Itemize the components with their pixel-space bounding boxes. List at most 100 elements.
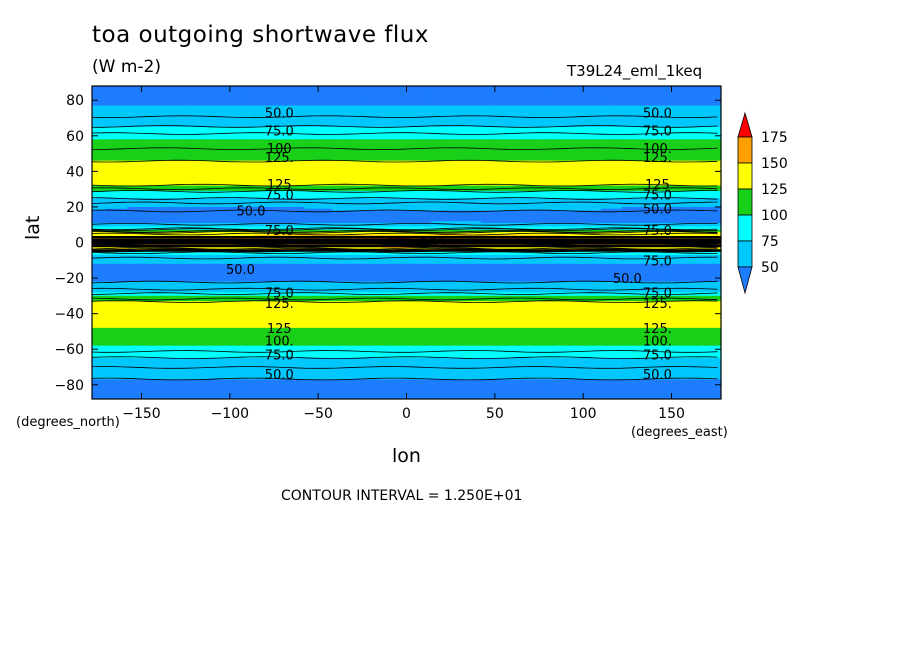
field-cell (501, 128, 510, 132)
field-cell (106, 141, 114, 144)
field-cell (452, 107, 461, 110)
field-cell (254, 134, 263, 137)
field-cell (247, 109, 256, 112)
field-cell (289, 119, 298, 123)
field-cell (438, 130, 446, 133)
field-cell (190, 109, 199, 112)
field-cell (692, 91, 701, 94)
field-cell (629, 87, 637, 91)
field-cell (275, 123, 284, 126)
field-cell (169, 112, 178, 116)
field-cell (92, 102, 100, 105)
field-cell (417, 118, 425, 121)
field-cell (183, 109, 192, 112)
field-cell (318, 91, 326, 94)
field-cell (233, 130, 242, 133)
field-cell (311, 116, 319, 119)
field-cell (678, 103, 687, 107)
field-cell (459, 93, 468, 96)
field-cell (141, 116, 150, 119)
field-cell (445, 118, 454, 121)
field-cell (212, 125, 220, 128)
field-cell (353, 114, 362, 117)
field-cell (169, 100, 178, 103)
field-cell (282, 96, 291, 100)
field-cell (339, 86, 348, 89)
field-cell (713, 126, 721, 130)
field-cell (452, 109, 461, 112)
field-cell (332, 102, 340, 105)
field-cell (607, 119, 616, 123)
field-cell (374, 86, 383, 89)
field-cell (501, 135, 510, 139)
field-cell (304, 96, 312, 100)
field-cell (169, 98, 178, 101)
field-cell (226, 142, 234, 146)
field-cell (424, 123, 432, 126)
field-cell (445, 121, 454, 124)
field-cell (650, 118, 658, 121)
field-cell (459, 118, 468, 121)
field-cell (169, 103, 178, 107)
field-cell (162, 125, 171, 128)
field-cell (424, 94, 432, 98)
field-cell (198, 126, 206, 130)
field-cell (148, 137, 157, 140)
field-cell (325, 112, 333, 116)
field-cell (558, 121, 567, 124)
field-cell (148, 96, 157, 100)
field-cell (480, 141, 489, 144)
field-cell (226, 130, 234, 133)
field-cell (431, 91, 439, 94)
field-cell (586, 110, 595, 114)
field-cell (169, 107, 178, 110)
field-cell (353, 134, 362, 137)
field-cell (381, 135, 390, 139)
field-cell (346, 126, 355, 130)
field-cell (205, 102, 213, 105)
field-cell (494, 109, 503, 112)
field-cell (494, 94, 503, 98)
field-cell (501, 96, 510, 100)
field-cell (551, 123, 560, 126)
field-cell (544, 121, 552, 124)
field-cell (318, 125, 326, 128)
field-cell (254, 132, 263, 135)
field-cell (558, 139, 567, 142)
field-cell (162, 107, 171, 110)
field-cell (346, 102, 355, 105)
field-cell (261, 135, 270, 139)
field-cell (657, 102, 666, 105)
field-cell (487, 102, 496, 105)
field-cell (332, 98, 340, 101)
field-cell (572, 91, 581, 94)
field-cell (501, 87, 510, 91)
field-cell (190, 94, 199, 98)
field-cell (127, 112, 136, 116)
field-cell (438, 114, 446, 117)
field-cell (600, 105, 609, 108)
field-cell (339, 116, 348, 119)
field-cell (233, 110, 242, 114)
field-cell (558, 86, 567, 89)
field-cell (417, 137, 425, 140)
field-cell (240, 109, 249, 112)
field-cell (268, 89, 277, 92)
field-cell (240, 141, 249, 144)
field-cell (586, 102, 595, 105)
field-cell (240, 135, 249, 139)
field-cell (240, 86, 249, 89)
field-cell (431, 103, 439, 107)
field-cell (162, 100, 171, 103)
field-cell (501, 123, 510, 126)
field-cell (410, 103, 418, 107)
field-cell (565, 105, 574, 108)
field-cell (169, 123, 178, 126)
field-cell (304, 128, 312, 132)
field-cell (381, 86, 390, 89)
field-cell (523, 112, 531, 116)
field-cell (678, 123, 687, 126)
field-cell (176, 107, 185, 110)
field-cell (586, 87, 595, 91)
field-cell (431, 121, 439, 124)
